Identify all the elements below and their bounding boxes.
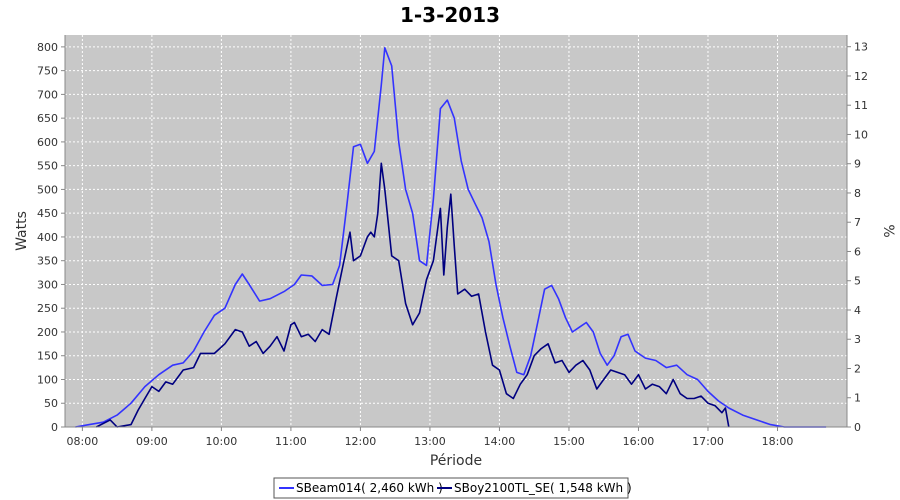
x-tick-label: 10:00 (206, 435, 238, 448)
series-line-0 (75, 46, 827, 428)
y2-tick-label: 13 (854, 41, 868, 54)
y-tick-label: 200 (37, 326, 58, 339)
legend-label-sbeam014: SBeam014( 2,460 kWh ) (296, 481, 443, 495)
y-tick-label: 150 (37, 350, 58, 363)
y2-tick-label: 6 (854, 245, 861, 258)
y2-axis-label: % (880, 224, 896, 237)
series-line-1 (95, 162, 730, 428)
x-tick-label: 15:00 (553, 435, 585, 448)
x-tick-label: 17:00 (692, 435, 724, 448)
y-tick-label: 650 (37, 112, 58, 125)
y-tick-label: 750 (37, 65, 58, 78)
y-tick-label: 700 (37, 88, 58, 101)
y2-tick-label: 2 (854, 362, 861, 375)
x-tick-label: 09:00 (136, 435, 168, 448)
chart-title: 1-3-2013 (400, 3, 500, 27)
y2-tick-label: 1 (854, 392, 861, 405)
x-tick-label: 14:00 (484, 435, 516, 448)
x-tick-label: 12:00 (345, 435, 377, 448)
y-tick-label: 300 (37, 278, 58, 291)
y-tick-label: 450 (37, 207, 58, 220)
y-tick-label: 0 (51, 421, 58, 434)
x-tick-label: 08:00 (67, 435, 99, 448)
x-axis-label: Période (430, 453, 482, 469)
grid-lines (65, 35, 847, 427)
y-tick-label: 50 (44, 397, 58, 410)
y2-tick-label: 9 (854, 158, 861, 171)
plot-area (65, 35, 847, 427)
y2-tick-label: 8 (854, 187, 861, 200)
y2-tick-label: 10 (854, 128, 868, 141)
y2-tick-label: 11 (854, 99, 868, 112)
y2-tick-label: 4 (854, 304, 861, 317)
y2-tick-label: 0 (854, 421, 861, 434)
y2-tick-label: 5 (854, 275, 861, 288)
y-tick-label: 100 (37, 373, 58, 386)
y-tick-label: 500 (37, 183, 58, 196)
y-tick-label: 600 (37, 136, 58, 149)
x-tick-label: 16:00 (623, 435, 655, 448)
y-tick-label: 350 (37, 255, 58, 268)
y2-tick-label: 12 (854, 70, 868, 83)
x-tick-label: 18:00 (762, 435, 794, 448)
x-tick-label: 13:00 (414, 435, 446, 448)
y-tick-label: 550 (37, 160, 58, 173)
legend-label-sboy2100tl-se: SBoy2100TL_SE( 1,548 kWh ) (454, 481, 632, 495)
y2-tick-label: 7 (854, 216, 861, 229)
legend: SBeam014( 2,460 kWh ) SBoy2100TL_SE( 1,5… (273, 477, 632, 499)
y2-tick-label: 3 (854, 333, 861, 346)
y-axis-label: Watts (14, 211, 30, 251)
y-tick-label: 800 (37, 41, 58, 54)
axes: 0501001502002503003504004505005506006507… (37, 35, 868, 448)
x-tick-label: 11:00 (275, 435, 307, 448)
y-tick-label: 250 (37, 302, 58, 315)
y-tick-label: 400 (37, 231, 58, 244)
series-lines (75, 46, 827, 428)
